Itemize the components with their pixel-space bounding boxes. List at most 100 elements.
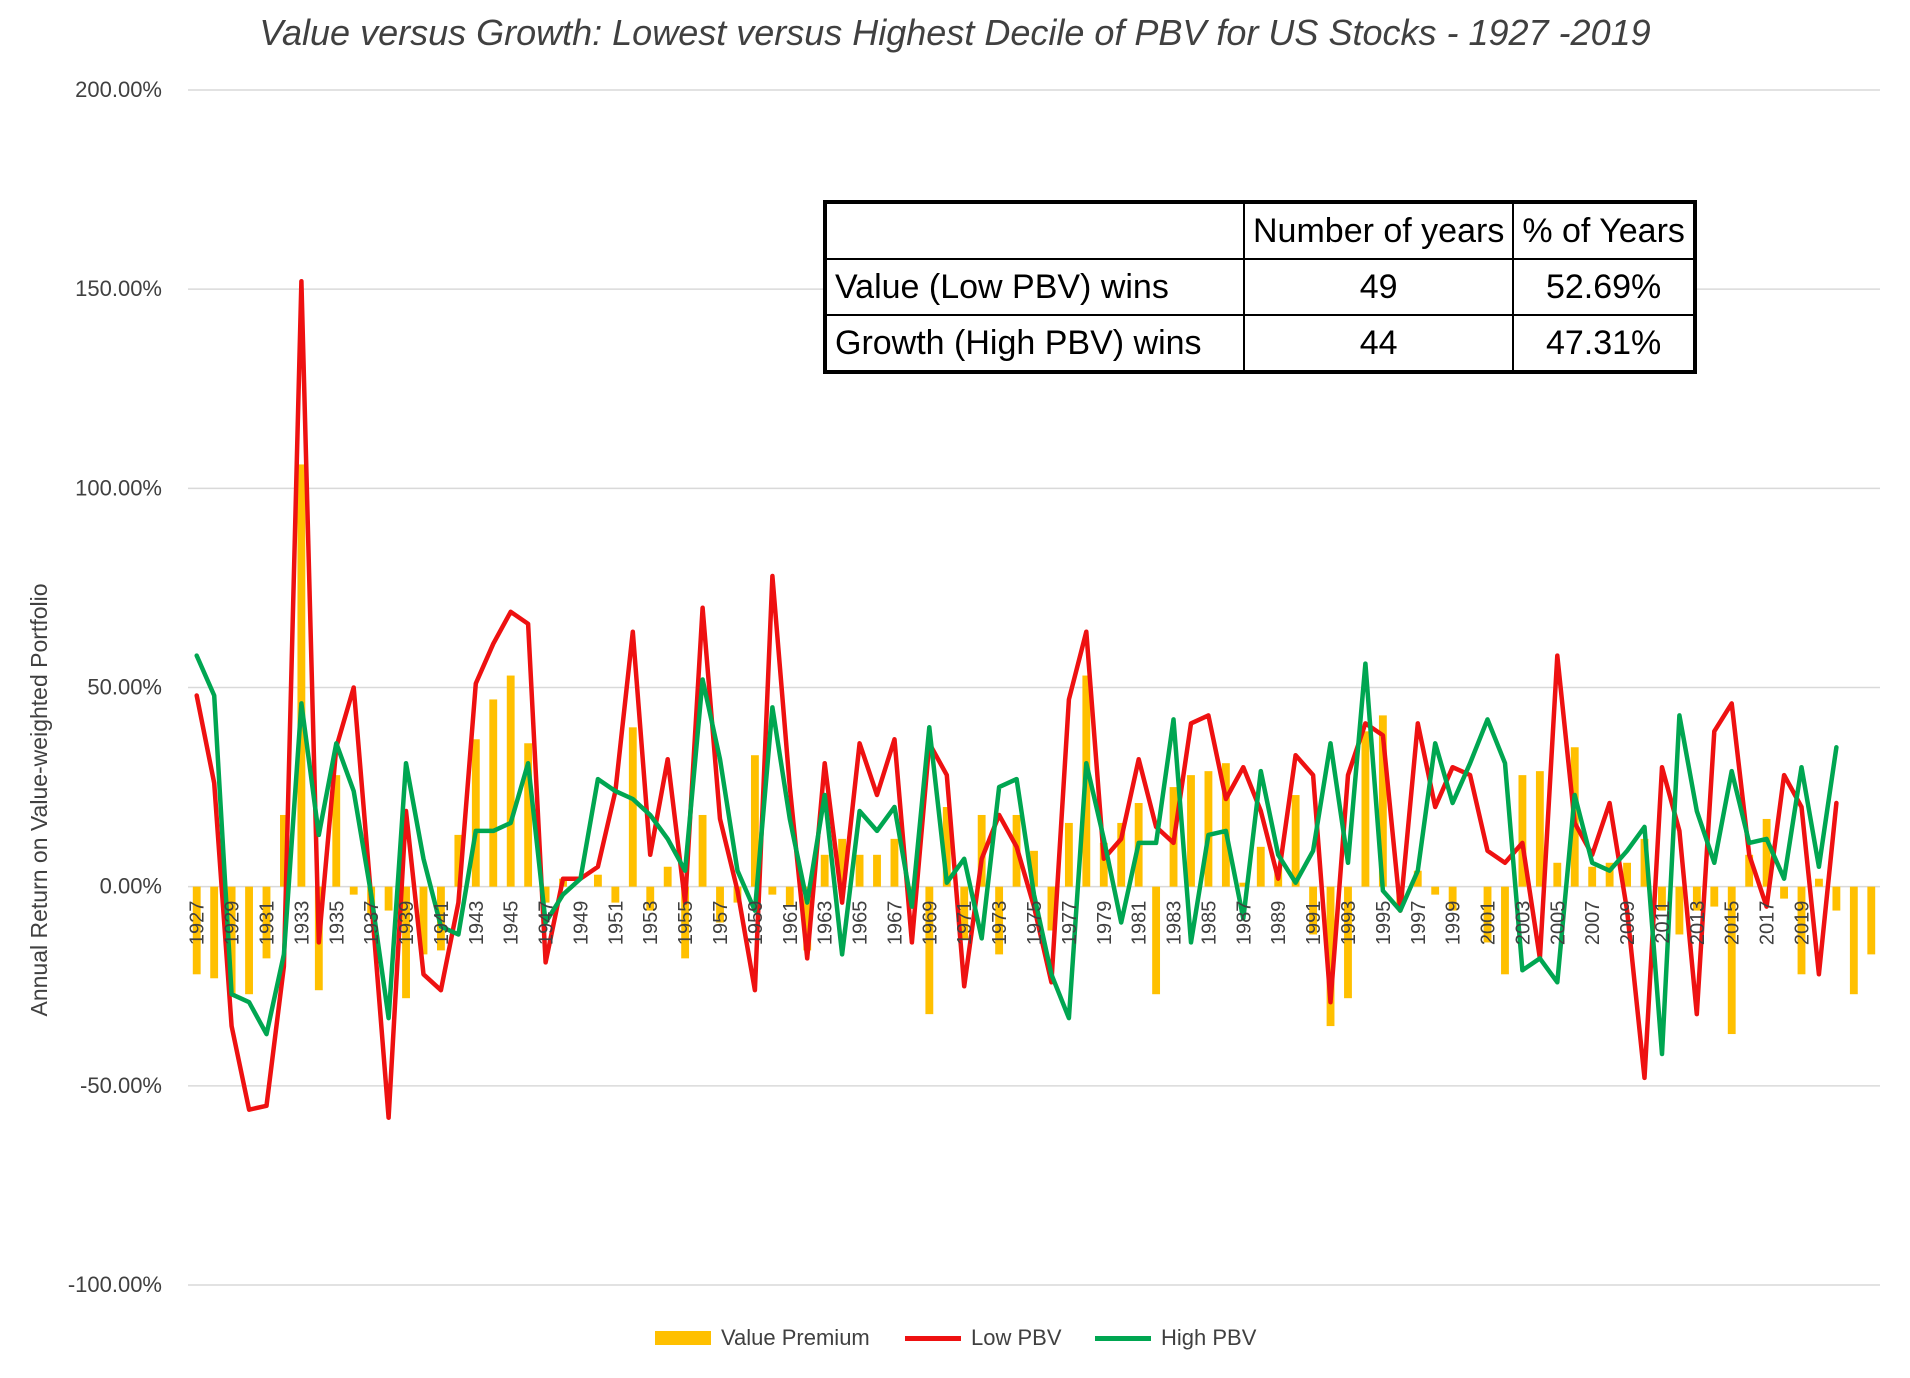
x-tick-label: 1981 (1129, 901, 1151, 946)
value-premium-bar (1867, 886, 1876, 955)
value-premium-bar (1797, 886, 1806, 975)
value-premium-bar (698, 814, 707, 887)
value-premium-bar (1483, 886, 1492, 943)
value-premium-bar (1623, 862, 1631, 887)
value-premium-bar (1727, 886, 1736, 1035)
table-header-blank (824, 201, 1245, 260)
table-row-count: 44 (1242, 314, 1515, 373)
legend-item-high-pbv: High PBV (1095, 1325, 1256, 1351)
x-tick-label: 1949 (570, 901, 592, 946)
x-tick-label: 2019 (1792, 901, 1814, 946)
x-tick-label: 1955 (675, 901, 697, 946)
y-axis-label: Annual Return on Value-weighted Portfoli… (26, 583, 52, 1016)
x-tick-label: 1971 (954, 901, 976, 946)
value-premium-bar (402, 886, 410, 999)
y-axis-tick-labels: 200.00% 150.00% 100.00% 50.00% 0.00% -50.00% -… (68, 77, 162, 1297)
value-premium-bar (1152, 886, 1161, 995)
x-tick-label: 1951 (605, 901, 627, 946)
x-tick-label: 1931 (256, 901, 278, 946)
value-premium-bar (1221, 763, 1230, 887)
value-premium-bar (1692, 886, 1701, 911)
x-tick-label: 1991 (1303, 901, 1325, 946)
x-tick-label: 1997 (1408, 901, 1430, 946)
value-premium-bar (280, 814, 288, 887)
value-premium-bar (1117, 822, 1126, 887)
x-tick-label: 2001 (1478, 901, 1500, 946)
legend-item-low-pbv: Low PBV (905, 1325, 1062, 1351)
table-header-count: Number of years (1242, 201, 1515, 260)
y-tick-label: -100.00% (68, 1272, 162, 1297)
value-premium-bar (646, 886, 655, 911)
x-tick-label: 1945 (501, 901, 523, 946)
x-tick-label: 2005 (1547, 901, 1569, 946)
value-premium-bar (820, 854, 829, 887)
value-premium-bar (1239, 882, 1248, 887)
value-premium-bar (489, 699, 498, 887)
x-tick-label: 1957 (710, 901, 732, 946)
legend-item-value-premium: Value Premium (655, 1325, 870, 1351)
value-premium-bar (890, 838, 899, 887)
x-tick-label: 1977 (1059, 901, 1081, 946)
table-row-label: Value (Low PBV) wins (824, 258, 1245, 316)
series-lines (194, 278, 1839, 1120)
x-tick-label: 1929 (222, 901, 244, 946)
x-tick-label: 2017 (1757, 901, 1779, 946)
value-premium-bar (960, 886, 969, 939)
value-premium-bar (977, 814, 986, 887)
value-premium-bar (1291, 795, 1300, 887)
value-premium-bar (524, 743, 533, 887)
value-premium-bar (1745, 854, 1754, 887)
x-tick-label: 1989 (1268, 901, 1290, 946)
value-premium-bar (768, 886, 777, 895)
value-premium-bar (1605, 862, 1614, 887)
value-premium-bar (785, 886, 794, 907)
value-premium-bar (332, 775, 341, 887)
value-premium-bar (227, 886, 236, 995)
value-premium-bar (297, 464, 306, 887)
value-premium-bar (1501, 886, 1509, 975)
x-tick-label: 2009 (1617, 901, 1639, 946)
value-premium-bar (1431, 886, 1440, 895)
value-premium-bar (349, 886, 358, 895)
x-tick-label: 1939 (396, 901, 418, 946)
value-premium-bar (506, 675, 515, 887)
y-tick-label: 0.00% (100, 874, 162, 899)
value-premium-bar (1344, 886, 1352, 999)
value-premium-bar (1413, 870, 1422, 887)
value-premium-bar (995, 886, 1004, 955)
x-tick-label: 1963 (815, 901, 837, 946)
value-premium-bar (1361, 731, 1370, 887)
legend-swatch-value-premium (655, 1331, 711, 1345)
table-row-label: Growth (High PBV) wins (824, 314, 1245, 373)
x-tick-label: 1983 (1164, 901, 1186, 946)
value-premium-bar (925, 886, 934, 1015)
value-premium-bar (471, 739, 480, 887)
x-tick-label: 1959 (745, 901, 767, 946)
y-tick-label: 200.00% (75, 77, 162, 102)
x-tick-label: 1961 (780, 901, 802, 946)
value-premium-bar (1640, 838, 1649, 887)
value-premium-bar (1675, 886, 1684, 935)
value-premium-bar (262, 886, 271, 959)
value-premium-bar (611, 886, 620, 903)
x-tick-label: 2003 (1512, 901, 1534, 946)
table-row-pct: 52.69% (1512, 258, 1696, 316)
legend-label: High PBV (1161, 1325, 1257, 1350)
value-premium-bar (1710, 886, 1719, 907)
x-tick-label: 1935 (326, 901, 348, 946)
x-tick-label: 1973 (989, 901, 1011, 946)
x-tick-label: 1967 (884, 901, 906, 946)
value-premium-bar (1187, 775, 1195, 887)
value-premium-bar (628, 727, 637, 887)
legend-label: Low PBV (971, 1325, 1062, 1350)
x-tick-label: 1937 (361, 901, 383, 946)
x-tick-label: 2007 (1582, 901, 1604, 946)
value-premium-bar (1378, 715, 1387, 887)
win-stats-table: Number of years % of Years Value (Low PB… (823, 200, 1697, 374)
value-premium-bar (1658, 886, 1666, 911)
value-premium-bar (419, 886, 428, 955)
value-premium-bar (1309, 886, 1318, 935)
value-premium-bar (750, 755, 759, 887)
legend-swatch-high-pbv (1095, 1335, 1151, 1341)
value-premium-bar (1256, 846, 1265, 887)
